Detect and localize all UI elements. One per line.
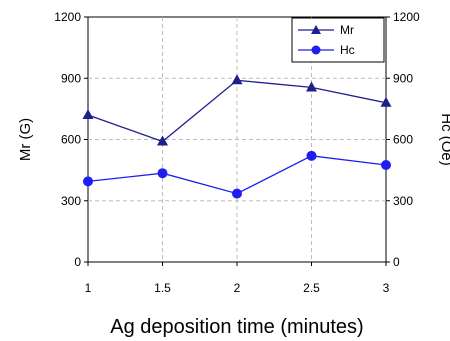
x-axis-label: Ag deposition time (minutes): [110, 316, 363, 338]
data-point-hc: [381, 160, 391, 171]
legend-marker-mr: [311, 25, 321, 34]
legend-box: [291, 17, 385, 63]
data-point-mr: [231, 74, 243, 85]
x-tick-label: 3: [383, 281, 390, 295]
legend-label-mr: Mr: [340, 23, 354, 37]
y-left-tick-label: 0: [74, 255, 81, 269]
data-point-mr: [380, 96, 392, 107]
legend: Mr Hc: [291, 17, 385, 63]
y-left-tick-label: 1200: [54, 10, 81, 24]
data-point-mr: [306, 81, 317, 92]
data-point-hc: [157, 168, 168, 179]
y-right-tick-label: 600: [393, 133, 413, 147]
data-point-hc: [306, 150, 317, 161]
data-point-mr: [157, 135, 168, 146]
legend-marker-hc: [311, 45, 321, 55]
y-right-tick-label: 900: [393, 71, 413, 85]
data-point-hc: [83, 176, 93, 187]
y-right-tick-label: 1200: [393, 10, 420, 24]
y-right-tick-label: 0: [393, 255, 400, 269]
y-left-tick-label: 300: [61, 194, 81, 208]
data-point-hc: [232, 188, 242, 199]
y-axis-left-label: Mr (G): [17, 118, 34, 161]
y-left-tick-label: 900: [61, 71, 81, 85]
x-tick-label: 1.5: [154, 281, 171, 295]
data-point-mr: [82, 109, 94, 119]
y-axis-right-label: Hc (Oe): [438, 113, 450, 166]
x-tick-label: 2: [234, 281, 241, 295]
y-right-tick-label: 300: [393, 194, 413, 208]
y-left-tick-label: 600: [61, 133, 81, 147]
legend-label-hc: Hc: [340, 43, 355, 57]
series-layer: [82, 74, 392, 199]
x-tick-label: 1: [85, 281, 92, 295]
x-tick-label: 2.5: [303, 281, 320, 295]
